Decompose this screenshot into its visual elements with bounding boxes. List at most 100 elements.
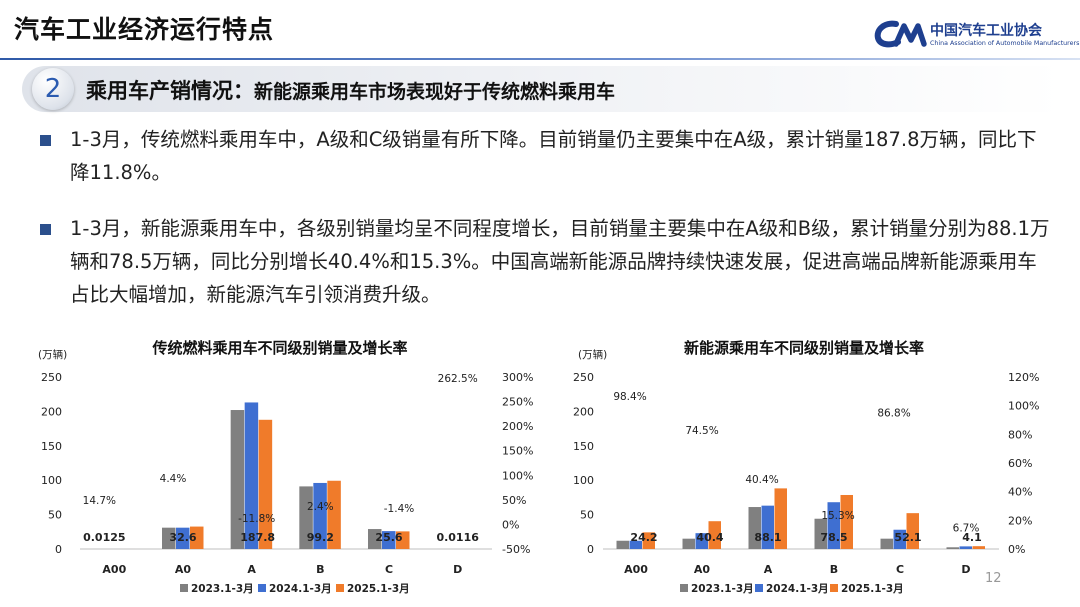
y2-tick-label: 20% [1008, 514, 1032, 527]
bar-A-2025.1-3月 [258, 419, 273, 549]
legend-label: 2024.1-3月 [766, 583, 829, 595]
bar-A0-2025.1-3月 [190, 526, 204, 549]
y2-tick-label: 40% [1008, 486, 1032, 499]
logo-text-cn: 中国汽车工业协会 [930, 23, 1042, 39]
bar-A-2023.1-3月 [748, 507, 761, 549]
chart-title: 传统燃料乘用车不同级别销量及增长率 [151, 339, 407, 357]
y2-tick-label: 50% [502, 494, 526, 507]
section-title-main: 乘用车产销情况： [86, 79, 254, 103]
value-label: 0.0116 [436, 531, 479, 544]
bar-C-2024.1-3月 [893, 529, 906, 549]
y-tick-label: 50 [48, 509, 62, 522]
header-divider [0, 58, 1080, 60]
y-tick-label: 100 [573, 474, 594, 487]
y-tick-label: 0 [55, 543, 62, 556]
y-tick-label: 150 [573, 440, 594, 453]
growth-rate-label: 40.4% [745, 474, 778, 486]
y2-tick-label: 250% [502, 396, 533, 409]
bullet-text: 1-3月，新能源乘用车中，各级别销量均呈不同程度增长，目前销量主要集中在A级和B… [70, 217, 1050, 306]
chart-new-energy: 新能源乘用车不同级别销量及增长率 (万辆) 0 50 100 150 200 250 0% 20%… [558, 332, 1058, 607]
y2-tick-label: 0% [502, 518, 519, 531]
section-number: 2 [32, 68, 74, 110]
value-label: 78.5 [820, 531, 847, 544]
legend-swatch [336, 584, 344, 592]
bar-B-2024.1-3月 [313, 482, 327, 549]
growth-rate-label: 262.5% [438, 373, 478, 385]
y2-tick-label: 200% [502, 420, 533, 433]
y-tick-label: 150 [41, 440, 62, 453]
value-label: 32.6 [169, 531, 196, 544]
bar-A0-2025.1-3月 [708, 521, 721, 549]
bar-A0-2024.1-3月 [176, 527, 190, 549]
bar-B-2023.1-3月 [814, 518, 827, 549]
legend-label: 2025.1-3月 [841, 583, 904, 595]
section-subtitle: 新能源乘用车市场表现好于传统燃料乘用车 [254, 81, 616, 103]
y2-tick-label: -50% [502, 543, 530, 556]
legend-label: 2024.1-3月 [269, 583, 332, 595]
value-label: 0.0125 [83, 531, 125, 544]
x-tick-label: C [896, 563, 904, 576]
logo: 中国汽车工业协会 China Association of Automobile… [874, 18, 1079, 52]
growth-rate-label: 14.7% [83, 495, 116, 507]
bullet-1: 1-3月，传统燃料乘用车中，A级和C级销量有所下降。目前销量仍主要集中在A级，累… [40, 123, 1050, 189]
growth-rate-label: -11.8% [238, 513, 275, 525]
legend-label: 2023.1-3月 [691, 583, 754, 595]
value-label: 4.1 [962, 531, 982, 544]
legend-swatch [680, 584, 688, 592]
legend-swatch [830, 584, 838, 592]
growth-rate-label: 15.3% [821, 510, 854, 522]
value-label: 88.1 [754, 531, 781, 544]
growth-rate-label: 4.4% [160, 473, 187, 485]
y-tick-label: 250 [41, 371, 62, 384]
y2-tick-label: 100% [502, 469, 533, 482]
chart-new-energy-svg: 新能源乘用车不同级别销量及增长率 (万辆) 0 50 100 150 200 250 0% 20%… [573, 339, 1039, 595]
bar-A0-2023.1-3月 [682, 538, 695, 549]
value-label: 187.8 [240, 531, 275, 544]
y2-tick-label: 300% [502, 371, 533, 384]
y-tick-label: 100 [41, 474, 62, 487]
x-tick-label: A [247, 563, 256, 576]
x-tick-label: A0 [175, 563, 192, 576]
x-tick-label: D [961, 563, 970, 576]
y-tick-label: 200 [573, 405, 594, 418]
x-tick-label: A00 [102, 563, 126, 576]
bar-C-2025.1-3月 [906, 513, 919, 549]
bar-A-2024.1-3月 [244, 402, 259, 549]
legend-swatch [755, 584, 763, 592]
caam-logo-icon [874, 20, 927, 48]
chart-traditional-fuel: 传统燃料乘用车不同级别销量及增长率 (万辆) 0 50 100 150 200 250 -50%… [20, 332, 550, 607]
growth-rate-label: 2.4% [307, 501, 334, 513]
bullet-square-icon [40, 135, 51, 146]
y-tick-label: 200 [41, 405, 62, 418]
y2-tick-label: 80% [1008, 428, 1032, 441]
y2-tick-label: 120% [1008, 371, 1039, 384]
bullet-2: 1-3月，新能源乘用车中，各级别销量均呈不同程度增长，目前销量主要集中在A级和B… [40, 212, 1050, 311]
y-tick-label: 0 [587, 543, 594, 556]
value-label: 25.6 [375, 531, 402, 544]
x-tick-label: B [830, 563, 838, 576]
bar-A0-2024.1-3月 [695, 533, 708, 549]
y-tick-label: 250 [573, 371, 594, 384]
y2-tick-label: 100% [1008, 400, 1039, 413]
x-tick-label: B [316, 563, 324, 576]
bar-A-2025.1-3月 [774, 488, 787, 549]
page-title: 汽车工业经济运行特点 [14, 15, 275, 44]
growth-rate-label: 74.5% [685, 425, 718, 437]
bar-C-2023.1-3月 [880, 538, 893, 549]
legend-label: 2023.1-3月 [191, 583, 254, 595]
bar-B-2023.1-3月 [299, 486, 313, 549]
value-label: 40.4 [696, 531, 723, 544]
y-axis-unit: (万辆) [38, 348, 67, 361]
y-axis-unit: (万辆) [578, 348, 607, 361]
section-band [22, 66, 1062, 112]
x-tick-label: A00 [624, 563, 648, 576]
legend-swatch [180, 584, 188, 592]
value-label: 52.1 [894, 531, 921, 544]
bar-C-2024.1-3月 [382, 531, 396, 549]
x-tick-label: A0 [694, 563, 711, 576]
header: 汽车工业经济运行特点 中国汽车工业协会 China Association of… [0, 0, 1080, 62]
value-label: 99.2 [307, 531, 334, 544]
bar-B-2025.1-3月 [327, 480, 341, 549]
bar-C-2025.1-3月 [396, 531, 410, 549]
bullet-text: 1-3月，传统燃料乘用车中，A级和C级销量有所下降。目前销量仍主要集中在A级，累… [70, 128, 1037, 184]
